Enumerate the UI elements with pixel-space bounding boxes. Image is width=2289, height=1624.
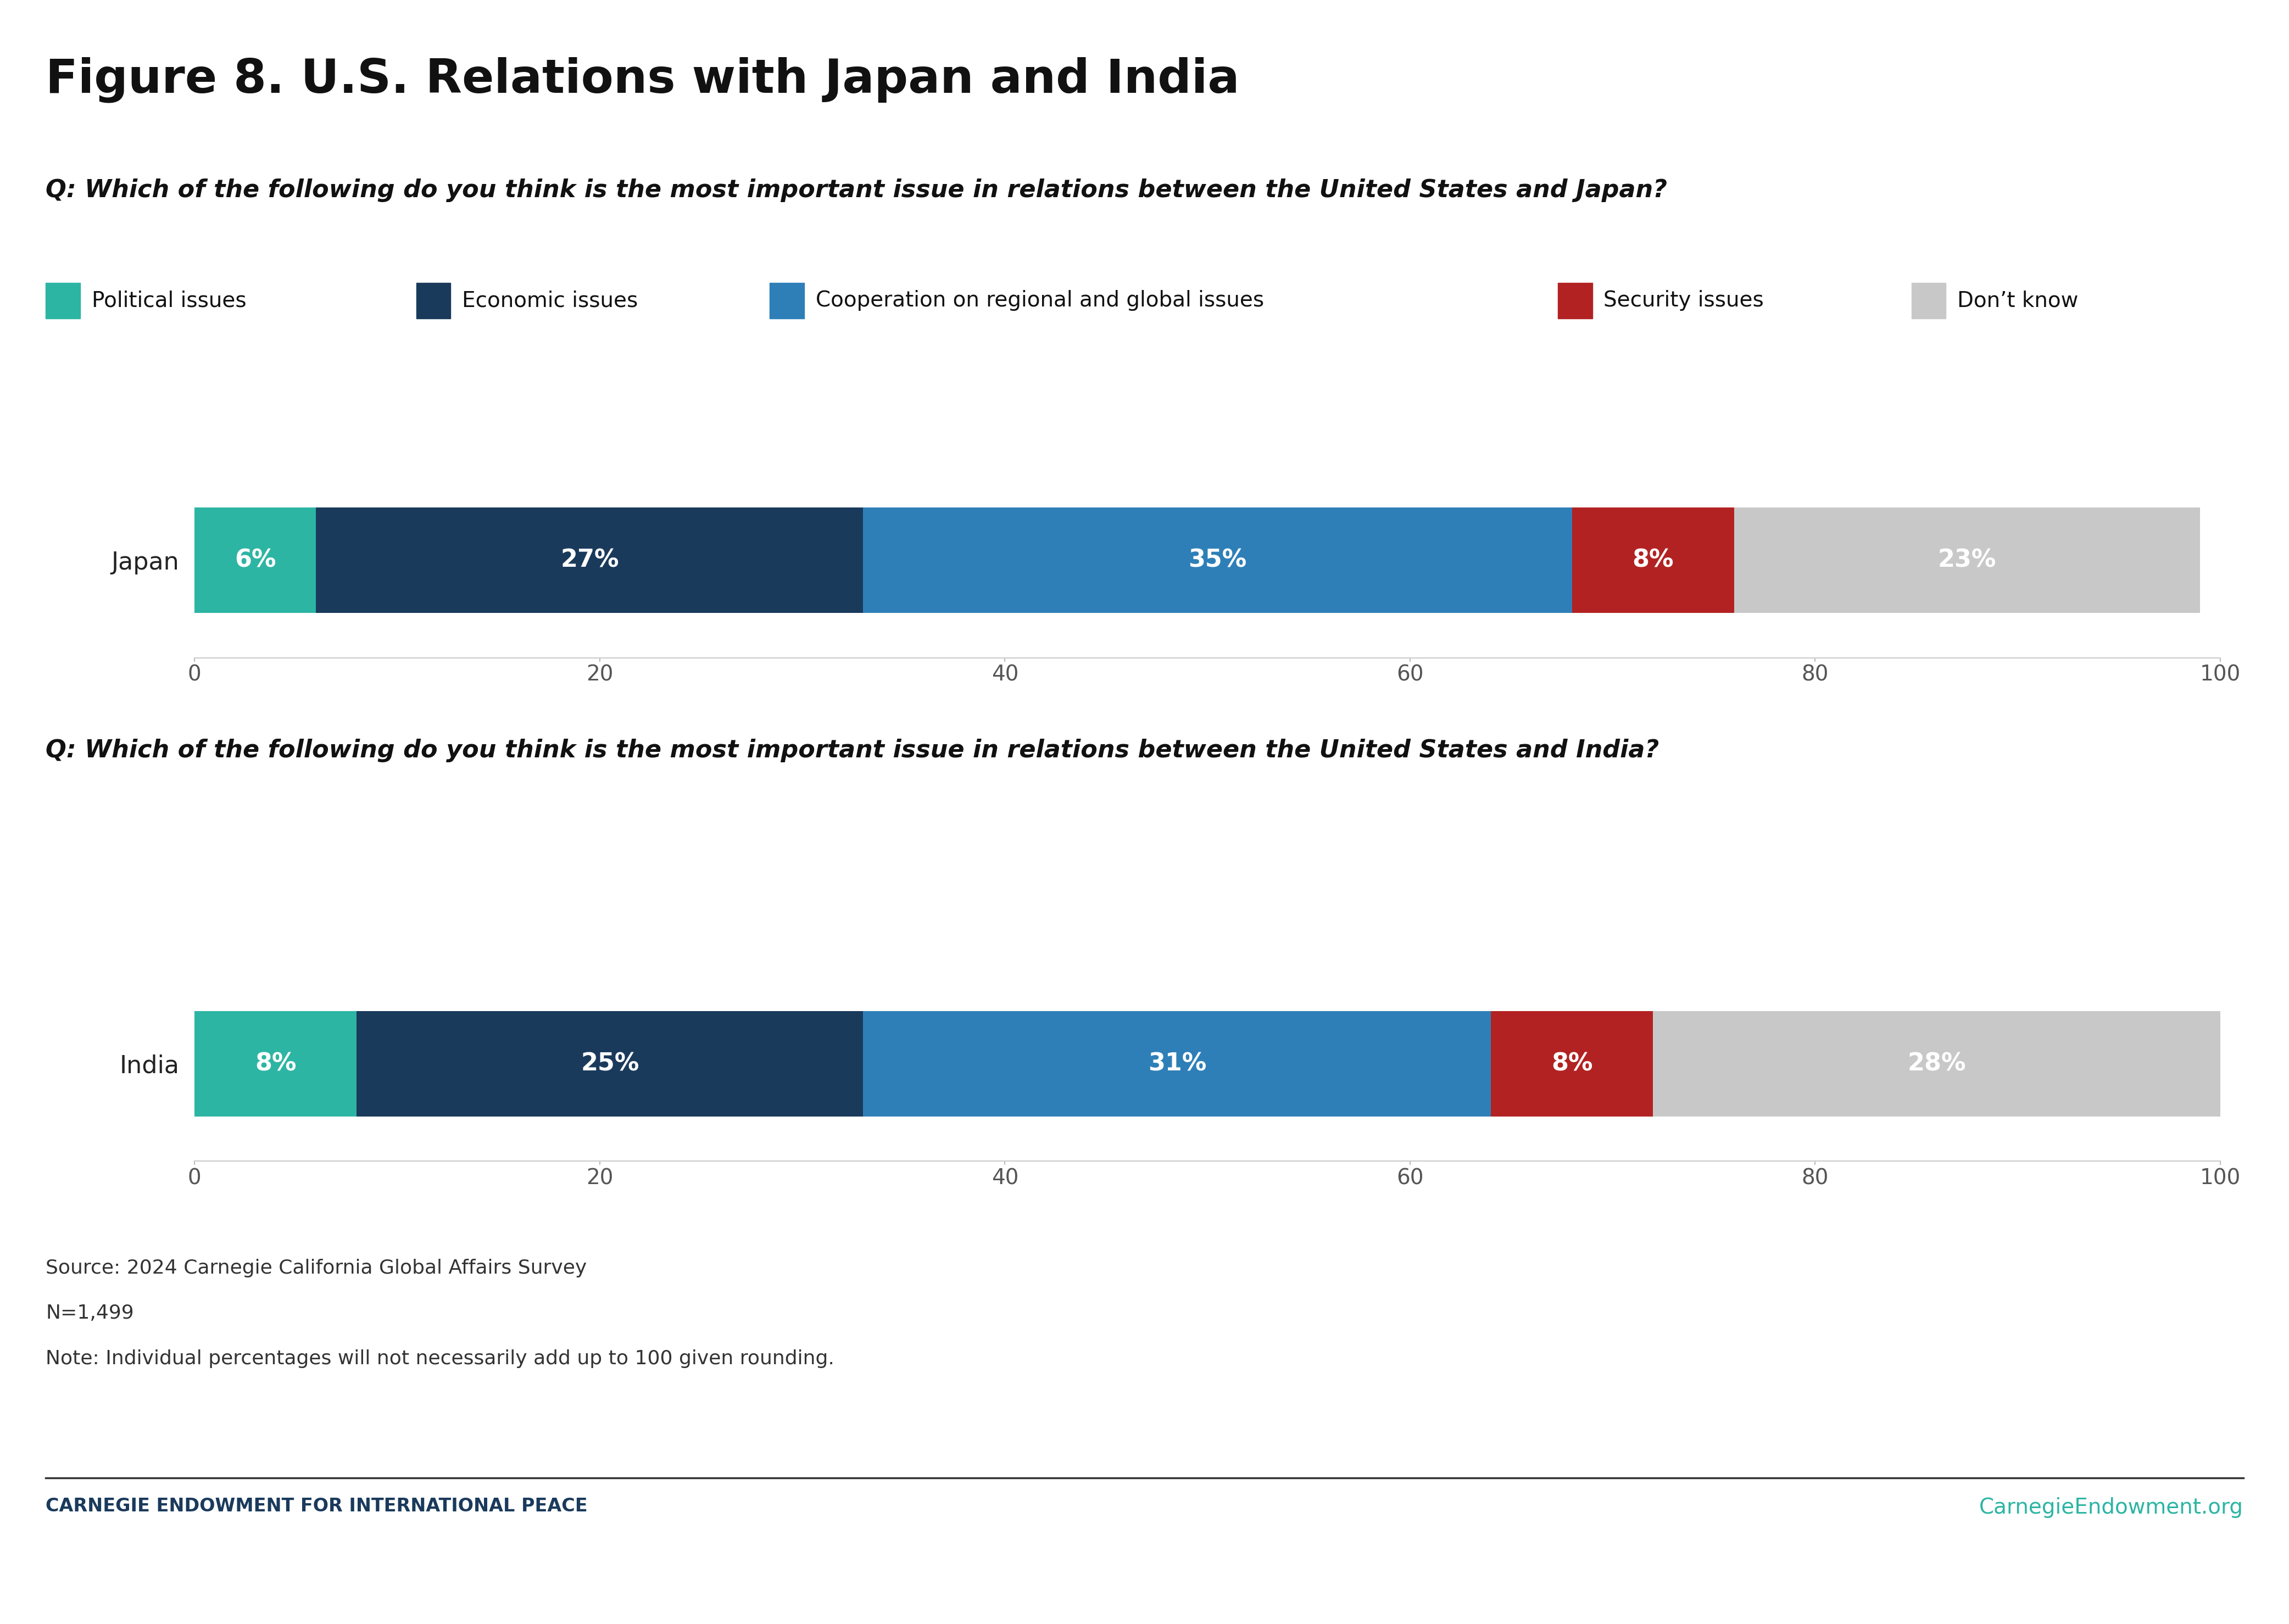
Bar bbox=[1573, 507, 1735, 612]
Text: 35%: 35% bbox=[1188, 549, 1248, 572]
Text: 23%: 23% bbox=[1939, 549, 1996, 572]
Text: 31%: 31% bbox=[1147, 1052, 1206, 1075]
Text: Q: Which of the following do you think is the most important issue in relations : Q: Which of the following do you think i… bbox=[46, 739, 1660, 763]
Text: Source: 2024 Carnegie California Global Affairs Survey: Source: 2024 Carnegie California Global … bbox=[46, 1259, 586, 1276]
Bar bbox=[195, 507, 316, 612]
Text: Don’t know: Don’t know bbox=[1957, 291, 2078, 310]
Text: 6%: 6% bbox=[233, 549, 277, 572]
Text: Q: Which of the following do you think is the most important issue in relations : Q: Which of the following do you think i… bbox=[46, 179, 1666, 203]
Text: CarnegieEndowment.org: CarnegieEndowment.org bbox=[1980, 1497, 2243, 1518]
Text: N=1,499: N=1,499 bbox=[46, 1304, 135, 1322]
Text: 8%: 8% bbox=[1632, 549, 1673, 572]
Bar bbox=[1653, 1010, 2220, 1117]
Bar bbox=[1490, 1010, 1653, 1117]
Bar bbox=[863, 507, 1573, 612]
Text: Note: Individual percentages will not necessarily add up to 100 given rounding.: Note: Individual percentages will not ne… bbox=[46, 1350, 835, 1367]
Text: 8%: 8% bbox=[1552, 1052, 1593, 1075]
Text: Economic issues: Economic issues bbox=[462, 291, 639, 310]
Text: 25%: 25% bbox=[581, 1052, 639, 1075]
Bar bbox=[1735, 507, 2200, 612]
Text: CARNEGIE ENDOWMENT FOR INTERNATIONAL PEACE: CARNEGIE ENDOWMENT FOR INTERNATIONAL PEA… bbox=[46, 1497, 588, 1515]
Bar bbox=[316, 507, 863, 612]
Text: 8%: 8% bbox=[254, 1052, 295, 1075]
Bar bbox=[863, 1010, 1490, 1117]
Text: 27%: 27% bbox=[561, 549, 618, 572]
Bar bbox=[195, 1010, 357, 1117]
Text: Figure 8. U.S. Relations with Japan and India: Figure 8. U.S. Relations with Japan and … bbox=[46, 57, 1241, 102]
Text: Security issues: Security issues bbox=[1605, 291, 1765, 310]
Text: 28%: 28% bbox=[1907, 1052, 1966, 1075]
Text: Political issues: Political issues bbox=[92, 291, 247, 310]
Text: Cooperation on regional and global issues: Cooperation on regional and global issue… bbox=[815, 291, 1264, 310]
Bar bbox=[357, 1010, 863, 1117]
